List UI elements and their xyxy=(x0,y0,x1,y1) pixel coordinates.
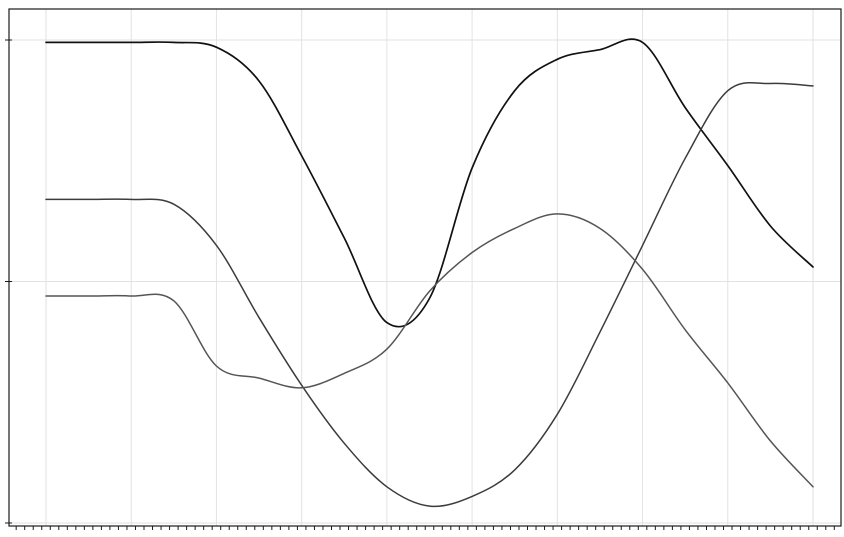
series-line-3 xyxy=(45,213,814,488)
grid-lines xyxy=(9,9,841,526)
series-layer xyxy=(45,38,814,508)
series-line-2 xyxy=(45,81,814,508)
axis-ticks xyxy=(5,39,835,530)
plot-frame xyxy=(8,8,842,527)
series-line-1 xyxy=(45,38,814,328)
